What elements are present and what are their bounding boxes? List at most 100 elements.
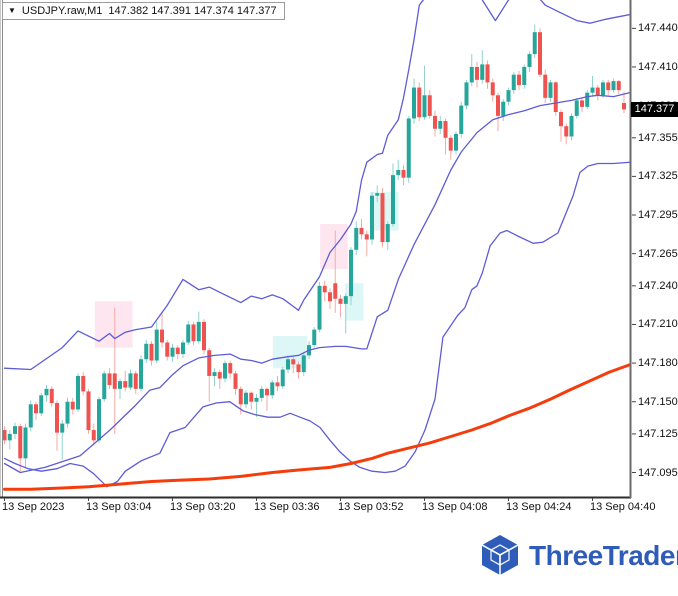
candle-body [501, 101, 506, 116]
candle-body [417, 87, 422, 118]
candle-body [259, 388, 264, 398]
bollinger-lower-line [3, 161, 630, 488]
candle-body [238, 388, 243, 405]
candle-body [55, 403, 59, 433]
candle-body [133, 373, 138, 389]
candle-body [65, 401, 70, 424]
candle-body [70, 401, 75, 410]
candle-body [469, 66, 474, 83]
candle-body [118, 381, 122, 389]
candle-body [81, 375, 86, 392]
price-tick-label: 147.180 [638, 357, 678, 370]
candle-body [191, 324, 196, 342]
price-tick-label: 147.325 [638, 170, 678, 183]
candle-body [280, 369, 285, 387]
candle-body [585, 92, 590, 107]
candle-body [217, 372, 222, 379]
candle-body [349, 249, 353, 297]
price-tick-label: 147.095 [638, 466, 678, 479]
candle-body [144, 343, 149, 360]
current-price-value: 147.377 [634, 103, 675, 116]
candle-body [112, 373, 117, 389]
candle-body [212, 372, 217, 376]
price-tick-label: 147.265 [638, 247, 678, 260]
candle-body [296, 364, 301, 373]
time-axis[interactable]: 13 Sep 2023 13 Sep 03:04 13 Sep 03:20 13 Se… [0, 498, 678, 516]
time-tick-label: 13 Sep 04:24 [506, 501, 572, 513]
candle-body [580, 100, 584, 107]
candle-body [338, 298, 343, 304]
candle-body [18, 426, 23, 459]
candle-body [559, 112, 563, 127]
candle-body [490, 82, 495, 96]
candle-body [202, 321, 206, 351]
threetrader-logo: ThreeTrader [478, 534, 678, 578]
pattern-highlight-zone [272, 336, 308, 369]
candle-body [611, 81, 616, 91]
candle-body [485, 64, 490, 83]
candle-body [102, 373, 107, 400]
candle-body [275, 382, 280, 387]
candle-body [590, 87, 595, 93]
bollinger-upper-line [3, 0, 630, 371]
price-tick-label: 147.295 [638, 209, 678, 222]
time-tick-label: 13 Sep 03:20 [170, 501, 236, 513]
candle-body [249, 392, 254, 402]
price-axis[interactable]: 147.440147.410147.380147.355147.325147.2… [632, 0, 678, 497]
price-tick-label: 147.240 [638, 279, 678, 292]
candle-body [270, 382, 275, 396]
chart-symbol-header[interactable]: ▼ USDJPY.raw,M1 147.382 147.391 147.374 … [2, 2, 285, 20]
candle-body [454, 133, 458, 151]
ohlc-values: 147.382 147.391 147.374 147.377 [108, 4, 277, 17]
candle-body [317, 285, 322, 330]
candle-body [443, 121, 448, 138]
candle-body [228, 363, 233, 374]
candle-body [601, 82, 605, 96]
candle-body [97, 399, 101, 441]
time-tick-label: 13 Sep 04:40 [590, 501, 656, 513]
time-tick-label: 13 Sep 03:04 [86, 501, 152, 513]
price-tick-label: 147.125 [638, 427, 678, 440]
candle-body [574, 100, 579, 116]
symbol-period-label: USDJPY.raw,M1 [21, 4, 103, 17]
price-tick-label: 147.410 [638, 60, 678, 73]
candle-body [422, 95, 427, 118]
candle-body [370, 195, 374, 240]
candle-body [23, 427, 28, 459]
candle-body [522, 66, 527, 85]
candle-body [480, 64, 485, 80]
candle-body [595, 87, 600, 96]
candle-body [160, 329, 164, 343]
candle-body [312, 329, 317, 346]
candle-body [2, 430, 7, 441]
candle-body [196, 321, 201, 342]
candle-body [322, 285, 327, 293]
candle-body [354, 227, 359, 250]
candle-body [301, 355, 306, 373]
plot-area[interactable] [2, 0, 632, 491]
threetrader-cube-icon [481, 535, 519, 575]
candle-body [375, 193, 380, 196]
candle-body [39, 395, 44, 414]
candle-body [359, 227, 364, 235]
candle-body [128, 373, 133, 388]
candle-body [60, 423, 65, 433]
symbol-dropdown-icon[interactable]: ▼ [8, 5, 16, 15]
candle-body [7, 433, 12, 441]
price-tick-label: 147.210 [638, 318, 678, 331]
candle-body [91, 430, 96, 441]
candle-body [475, 66, 479, 80]
candle-body [527, 54, 532, 67]
time-tick-label: 13 Sep 03:36 [254, 501, 320, 513]
candle-body [564, 126, 569, 137]
candle-body [548, 82, 553, 98]
candle-body [254, 397, 259, 402]
candle-body [76, 375, 80, 410]
candle-body [427, 95, 432, 116]
time-tick-label: 13 Sep 04:08 [422, 501, 488, 513]
candle-body [170, 347, 175, 357]
candle-body [459, 105, 464, 134]
time-tick-label: 13 Sep 2023 [2, 501, 65, 513]
candle-body [396, 169, 401, 176]
